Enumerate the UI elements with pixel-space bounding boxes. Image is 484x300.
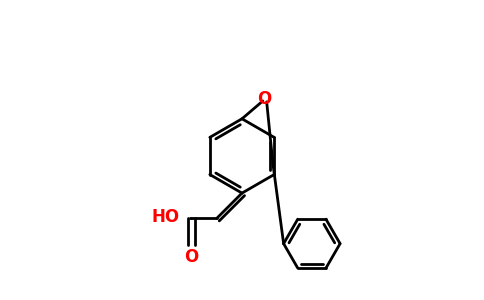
Text: O: O xyxy=(184,248,198,266)
Text: HO: HO xyxy=(151,208,180,226)
Text: O: O xyxy=(257,91,272,109)
